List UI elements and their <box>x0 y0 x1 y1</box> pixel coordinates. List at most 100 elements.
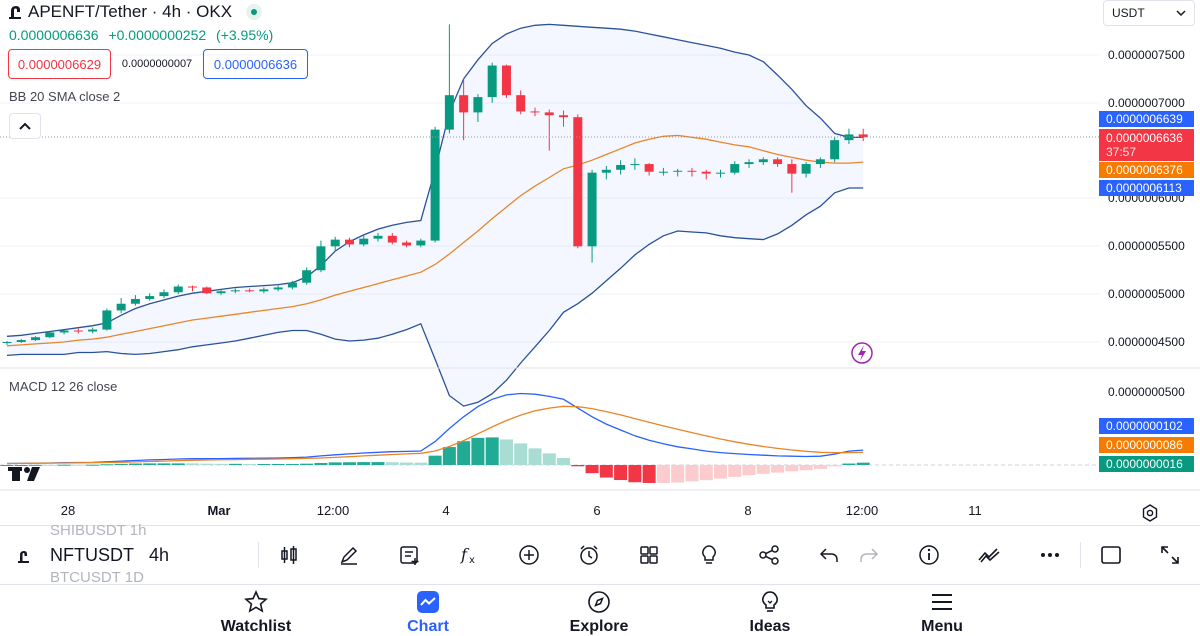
macd-histogram-bar <box>728 465 742 477</box>
histogram-tag: 0.0000000016 <box>1099 456 1194 472</box>
change-pct: (+3.95%) <box>216 27 274 43</box>
next-symbol[interactable]: BTCUSDT 1D <box>50 569 144 586</box>
nav-chart[interactable]: Chart <box>373 589 483 636</box>
macd-histogram-bar <box>528 448 542 465</box>
candle <box>844 128 854 144</box>
candle <box>202 286 212 295</box>
macd-histogram-bar <box>499 439 513 465</box>
more-button[interactable] <box>1036 541 1064 569</box>
svg-text:x: x <box>469 555 475 566</box>
alert-button[interactable] <box>575 541 603 569</box>
layouts-button[interactable] <box>635 541 663 569</box>
candle <box>801 162 811 178</box>
macd-histogram-bar <box>0 465 14 466</box>
buy-button[interactable]: 0.0000006636 <box>203 49 308 79</box>
chart-settings-button[interactable] <box>1140 503 1160 523</box>
nav-label: Ideas <box>749 618 791 635</box>
candle <box>601 165 611 180</box>
price-axis-label: 0.0000005500 <box>1108 239 1185 253</box>
chart-type-button[interactable] <box>275 541 303 569</box>
candle <box>830 137 840 163</box>
ideas-button[interactable] <box>695 541 723 569</box>
macd-histogram-bar <box>642 465 656 483</box>
symbol-name: NFTUSDT <box>50 545 134 565</box>
add-note-button[interactable] <box>395 541 423 569</box>
bb-lower-tag: 0.0000006113 <box>1099 180 1194 196</box>
macd-indicator-legend[interactable]: MACD 12 26 close <box>9 379 118 394</box>
macd-histogram-bar <box>200 463 214 465</box>
macd-histogram-bar <box>371 462 385 465</box>
symbol-title: APENFT/Tether · 4h · OKX <box>28 2 233 21</box>
trend-button[interactable] <box>975 541 1003 569</box>
macd-histogram-bar <box>86 464 100 466</box>
settings-gear-icon <box>1142 504 1158 522</box>
nav-ideas[interactable]: Ideas <box>715 589 825 636</box>
candle <box>744 159 754 168</box>
macd-histogram-bar <box>599 465 613 478</box>
nav-menu[interactable]: Menu <box>887 589 997 636</box>
macd-histogram-bar <box>257 463 271 465</box>
undo-button[interactable] <box>815 541 843 569</box>
macd-histogram-bar <box>314 462 328 465</box>
price-axis-label: 0.0000007000 <box>1108 96 1185 110</box>
symbol-legend[interactable]: APENFT/Tether · 4h · OKX <box>8 2 263 22</box>
time-axis-label: 12:00 <box>316 503 350 518</box>
macd-histogram-bar <box>243 463 257 465</box>
price-axis-label: 0.0000004500 <box>1108 335 1185 349</box>
currency-select[interactable]: USDT <box>1103 0 1195 26</box>
redo-icon <box>860 548 879 562</box>
macd-line <box>6 392 864 465</box>
macd-histogram-bar <box>856 462 870 465</box>
macd-histogram-bar <box>571 465 585 467</box>
symbol-switcher[interactable]: NFTUSDT 4h <box>50 545 169 566</box>
candle <box>287 280 297 290</box>
nav-label: Watchlist <box>220 618 292 635</box>
macd-histogram-bar <box>228 463 242 465</box>
macd-histogram-bar <box>300 463 314 465</box>
candle <box>402 240 412 248</box>
more-icon <box>1041 553 1059 557</box>
macd-histogram-bar <box>785 465 799 472</box>
last-price: 0.0000006636 <box>9 27 99 43</box>
redo-button[interactable] <box>855 541 883 569</box>
candle <box>387 232 397 245</box>
bar-countdown: 37:57 <box>1106 145 1137 159</box>
previous-symbol[interactable]: SHIBUSDT 1h <box>50 522 147 539</box>
macd-tag: 0.0000000102 <box>1099 418 1194 434</box>
time-axis-label: 12:00 <box>845 503 879 518</box>
add-button[interactable] <box>515 541 543 569</box>
nav-explore[interactable]: Explore <box>544 589 654 636</box>
macd-histogram-bar <box>342 462 356 465</box>
macd-histogram-bar <box>542 453 556 465</box>
candle <box>2 341 12 345</box>
chevron-down-icon <box>1176 10 1186 17</box>
nav-label: Explore <box>569 618 629 635</box>
drawing-tools-button[interactable] <box>335 541 363 569</box>
info-button[interactable] <box>915 541 943 569</box>
sell-button[interactable]: 0.0000006629 <box>8 49 111 79</box>
candle <box>530 107 540 117</box>
price-chart-canvas[interactable] <box>0 0 1200 525</box>
candle <box>73 328 83 334</box>
lightning-event-icon[interactable] <box>851 342 873 364</box>
candle <box>858 128 868 142</box>
trend-icon <box>978 548 1000 563</box>
candle <box>730 161 740 175</box>
select-area-button[interactable] <box>1097 541 1125 569</box>
currency-value: USDT <box>1112 6 1145 20</box>
bb-indicator-legend[interactable]: BB 20 SMA close 2 <box>9 89 121 104</box>
candle <box>701 169 711 180</box>
share-button[interactable] <box>755 541 783 569</box>
collapse-legend-button[interactable] <box>9 113 41 139</box>
chart-area[interactable]: APENFT/Tether · 4h · OKX 0.0000006636 +0… <box>0 0 1200 525</box>
macd-histogram-bar <box>143 463 157 465</box>
macd-histogram-bar <box>29 464 43 466</box>
candle <box>573 114 583 249</box>
macd-histogram-bar <box>400 462 414 465</box>
candle <box>359 235 369 247</box>
fullscreen-button[interactable] <box>1156 541 1184 569</box>
candle <box>344 237 354 248</box>
macd-histogram-bar <box>214 463 228 465</box>
nav-watchlist[interactable]: Watchlist <box>201 589 311 636</box>
